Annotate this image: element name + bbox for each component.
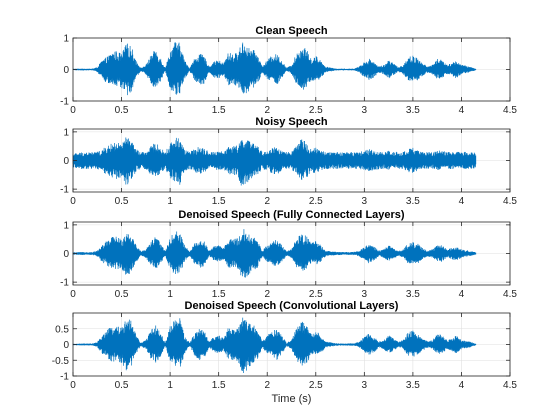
x-tick-label: 2.5	[309, 196, 323, 207]
x-tick-label: 1	[167, 289, 173, 300]
subplot-denoised-conv: 0 0.5 1 1.5 2 2.5 3 3.5 4 4.5 -1 -0.5 0 0.5 Denoised …	[52, 300, 518, 405]
x-tick-label: 3.5	[406, 289, 420, 300]
x-tick-label: 1	[167, 105, 173, 116]
x-tick-label: 0.5	[115, 105, 129, 116]
x-tick-label: 1.5	[212, 196, 226, 207]
x-tick-label: 0	[70, 105, 76, 116]
subplot-title: Denoised Speech (Convolutional Layers)	[185, 300, 399, 312]
axes-layer: 0 0.5 1 1.5 2 2.5 3 3.5 4 4.5-101	[60, 220, 517, 300]
x-tick-label: 0	[70, 380, 76, 391]
x-axis-label: Time (s)	[272, 393, 312, 405]
axes-layer: 0 0.5 1 1.5 2 2.5 3 3.5 4 4.5-101	[60, 127, 517, 207]
x-tick-label: 4.5	[503, 289, 517, 300]
x-tick-label: 4.5	[503, 380, 517, 391]
y-tick-label: 0	[63, 156, 69, 167]
x-tick-label: 3	[362, 289, 368, 300]
x-tick-label: 0.5	[115, 380, 129, 391]
subplot-title: Clean Speech	[255, 25, 327, 37]
y-tick-label: 1	[63, 220, 69, 231]
y-tick-label: -0.5	[52, 356, 70, 367]
x-tick-label: 3	[362, 105, 368, 116]
x-tick-label: 3.5	[406, 380, 420, 391]
axes-layer: 0 0.5 1 1.5 2 2.5 3 3.5 4 4.5-101	[60, 34, 517, 117]
x-tick-label: 4.5	[503, 105, 517, 116]
y-tick-label: -1	[60, 97, 69, 108]
x-tick-label: 2	[264, 196, 270, 207]
x-tick-label: 4	[459, 289, 465, 300]
y-tick-label: 1	[63, 127, 69, 138]
x-tick-label: 4.5	[503, 196, 517, 207]
x-tick-label: 1.5	[212, 105, 226, 116]
x-tick-label: 1.5	[212, 380, 226, 391]
subplot-denoised-fc: 0 0.5 1 1.5 2 2.5 3 3.5 4 4.5-101 Denoised Speech…	[60, 209, 517, 300]
x-tick-label: 4	[459, 380, 465, 391]
y-tick-label: 0.5	[55, 324, 69, 335]
x-tick-label: 0	[70, 289, 76, 300]
subplot-noisy-speech: 0 0.5 1 1.5 2 2.5 3 3.5 4 4.5-101 Noisy Speech	[60, 116, 517, 207]
x-tick-label: 1	[167, 196, 173, 207]
x-tick-label: 0	[70, 196, 76, 207]
subplot-title: Denoised Speech (Fully Connected Layers)	[178, 209, 405, 221]
axes-layer: 0 0.5 1 1.5 2 2.5 3 3.5 4 4.5 -1 -0.5 0 0.5	[52, 312, 517, 391]
y-tick-label: 0	[63, 340, 69, 351]
x-tick-label: 2	[264, 105, 270, 116]
y-tick-label: -1	[60, 372, 69, 383]
y-tick-label: -1	[60, 278, 69, 289]
x-tick-label: 1	[167, 380, 173, 391]
x-tick-label: 0.5	[115, 196, 129, 207]
y-tick-label: 0	[63, 65, 69, 76]
y-tick-label: -1	[60, 185, 69, 196]
y-tick-label: 1	[63, 34, 69, 45]
x-tick-label: 3.5	[406, 105, 420, 116]
subplot-title: Noisy Speech	[255, 116, 327, 128]
x-tick-label: 1.5	[212, 289, 226, 300]
x-tick-label: 4	[459, 196, 465, 207]
subplot-clean-speech: 0 0.5 1 1.5 2 2.5 3 3.5 4 4.5-101 Clean Speech	[60, 25, 517, 116]
x-tick-label: 2.5	[309, 289, 323, 300]
x-tick-label: 4	[459, 105, 465, 116]
waveform-trace	[72, 229, 477, 278]
waveform-trace	[72, 42, 477, 96]
y-tick-label: 0	[63, 249, 69, 260]
x-tick-label: 2.5	[309, 380, 323, 391]
x-tick-label: 2	[264, 380, 270, 391]
waveform-trace	[72, 317, 477, 373]
x-tick-label: 3	[362, 196, 368, 207]
x-tick-label: 0.5	[115, 289, 129, 300]
waveform-trace	[72, 137, 477, 186]
x-tick-label: 2.5	[309, 105, 323, 116]
x-tick-label: 2	[264, 289, 270, 300]
x-tick-label: 3.5	[406, 196, 420, 207]
x-tick-label: 3	[362, 380, 368, 391]
